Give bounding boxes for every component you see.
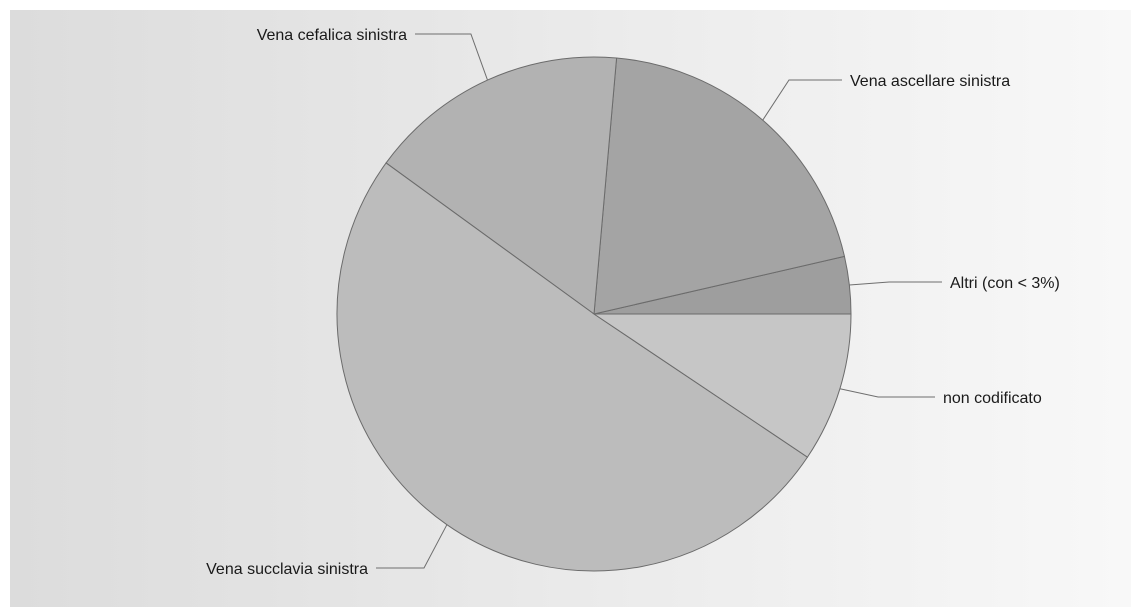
leader-line-4 <box>839 388 935 398</box>
slice-label-1: Vena ascellare sinistra <box>850 73 1010 90</box>
slice-label-3: Vena succlavia sinistra <box>206 561 368 578</box>
slices-group <box>336 56 852 572</box>
slice-label-4: non codificato <box>943 390 1042 407</box>
pie-slice-4 <box>592 313 852 458</box>
labels-group: Altri (con < 3%) Vena ascellare sinistra V… <box>206 27 1060 578</box>
leader-line-3 <box>376 524 448 569</box>
pie-slice-2 <box>385 56 618 315</box>
slice-label-2: Vena cefalica sinistra <box>257 27 407 44</box>
leader-line-0 <box>849 281 942 286</box>
slice-label-0: Altri (con < 3%) <box>950 275 1060 292</box>
leader-line-2 <box>415 33 488 81</box>
leader-line-1 <box>762 79 842 121</box>
pie-slice-1 <box>593 57 846 315</box>
